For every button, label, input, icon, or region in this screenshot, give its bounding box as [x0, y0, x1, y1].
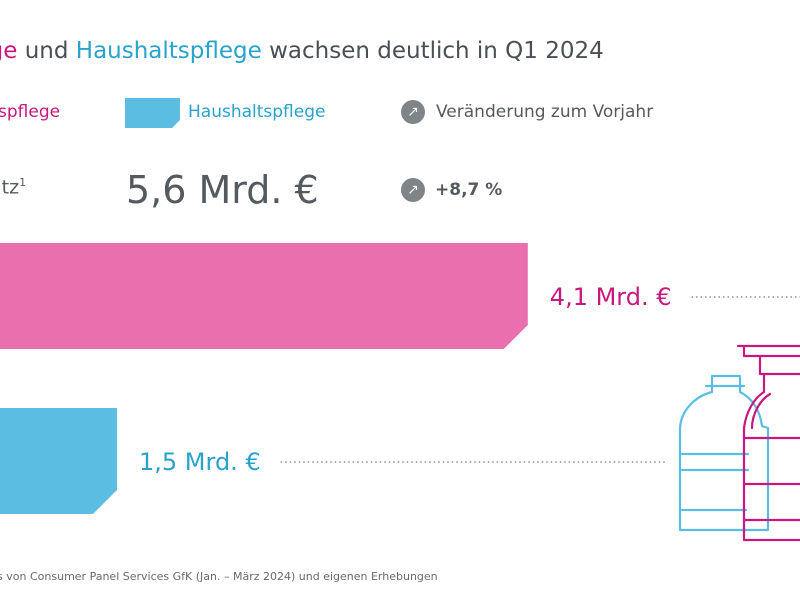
total-label: atz1 [0, 176, 26, 198]
legend-label-blue: Haushaltspflege [188, 102, 326, 122]
bar-blue [0, 408, 117, 514]
detergent-bottle-illustration [678, 374, 770, 532]
chart-title: flege und Haushaltspflege wachsen deutli… [0, 38, 604, 64]
bar-pink [0, 243, 528, 349]
title-part-blue: Haushaltspflege [75, 38, 262, 64]
soap-dispenser-illustration [736, 344, 800, 542]
bar-data-label: 4,1 Mrd. € [550, 283, 672, 311]
legend-label-pink: spflege [0, 102, 61, 122]
cleaning-bottles-illustration [678, 344, 800, 542]
arrow-up-right-icon: ↗ [401, 178, 425, 202]
legend-swatch-blue [125, 98, 180, 128]
title-part-und: und [17, 38, 76, 64]
total-label-superscript: 1 [19, 176, 27, 189]
footnote: is von Consumer Panel Services GfK (Jan.… [0, 570, 438, 583]
bar-data-label: 1,5 Mrd. € [139, 448, 261, 476]
title-part-pink: flege [0, 38, 18, 64]
legend-label-change: Veränderung zum Vorjahr [436, 102, 654, 122]
total-change: +8,7 % [435, 180, 503, 200]
total-label-text: atz [0, 176, 20, 199]
arrow-up-right-icon: ↗ [401, 100, 425, 124]
total-value: 5,6 Mrd. € [126, 168, 319, 212]
title-part-rest: wachsen deutlich in Q1 2024 [261, 38, 604, 64]
